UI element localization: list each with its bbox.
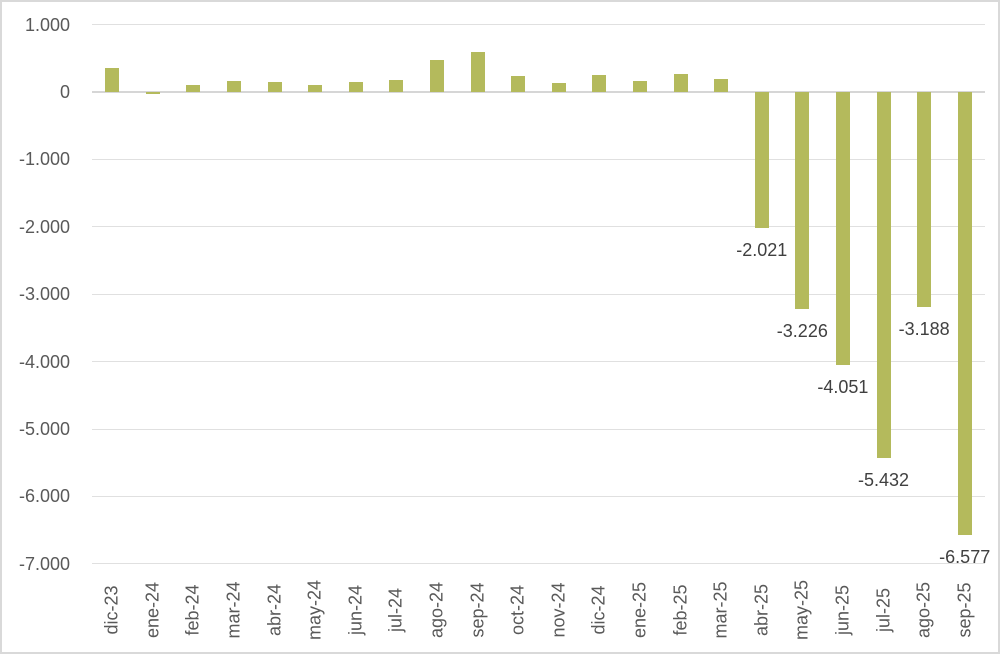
gridline-1.000 [92, 24, 985, 26]
bar-dic-23 [105, 68, 120, 92]
x-axis-zero-line [92, 91, 985, 93]
x-axis-label-oct-24: oct-24 [507, 584, 528, 636]
bar-nov-24 [551, 83, 566, 92]
gridline--7.000 [92, 563, 985, 565]
gridline--1.000 [92, 158, 985, 160]
x-axis-label-feb-24: feb-24 [182, 584, 203, 636]
x-axis-label-jul-25: jul-25 [873, 587, 894, 633]
bar-ene-25 [632, 81, 647, 92]
bar-ene-24 [145, 92, 160, 94]
x-axis-label-dic-24: dic-24 [588, 585, 609, 635]
gridline--5.000 [92, 428, 985, 430]
gridline--6.000 [92, 495, 985, 497]
x-axis-label-jun-25: jun-25 [832, 584, 853, 636]
x-axis-label-ago-25: ago-25 [913, 581, 934, 639]
y-axis-tick-label: -7.000 [18, 553, 70, 574]
bar-mar-24 [227, 80, 242, 92]
y-axis-tick-label: -4.000 [18, 351, 70, 372]
x-axis-label-nov-24: nov-24 [548, 582, 569, 638]
bar-oct-24 [511, 76, 526, 92]
bar-abr-24 [267, 81, 282, 92]
x-axis-label-may-25: may-25 [791, 579, 812, 641]
x-axis-label-ago-24: ago-24 [426, 581, 447, 639]
x-axis-label-may-24: may-24 [304, 579, 325, 641]
y-axis-tick-label: -6.000 [18, 486, 70, 507]
bar-abr-25 [754, 92, 769, 229]
data-label-abr-25: -2.021 [736, 240, 788, 261]
y-axis-tick-label: -5.000 [18, 419, 70, 439]
data-label-sep-25: -6.577 [939, 547, 991, 568]
gridline--3.000 [92, 293, 985, 295]
data-label-may-25: -3.226 [776, 321, 828, 342]
data-label-jul-25: -5.432 [857, 470, 910, 491]
x-axis-label-sep-25: sep-25 [954, 582, 975, 638]
x-axis-label-sep-24: sep-24 [467, 582, 488, 638]
bar-jun-24 [348, 81, 363, 92]
data-label-jun-25: -4.051 [817, 377, 869, 398]
y-axis-tick-label: -1.000 [18, 149, 70, 170]
x-axis-label-jul-24: jul-24 [385, 587, 406, 633]
y-axis-tick-label: -2.000 [18, 216, 70, 237]
bar-ago-24 [430, 60, 445, 92]
bar-feb-25 [673, 74, 688, 92]
bar-sep-24 [470, 51, 485, 92]
x-axis-label-dic-23: dic-23 [101, 585, 122, 635]
bar-dic-24 [592, 75, 607, 92]
bar-sep-25 [957, 92, 972, 536]
x-axis-label-mar-24: mar-24 [223, 581, 244, 639]
y-axis-tick-label: 1.000 [24, 14, 70, 35]
x-axis-label-feb-25: feb-25 [670, 584, 691, 636]
x-axis-label-ene-24: ene-24 [142, 581, 163, 639]
gridline--4.000 [92, 361, 985, 363]
y-axis-tick-label: -3.000 [18, 284, 70, 305]
bar-jul-25 [876, 92, 891, 459]
x-axis-label-mar-25: mar-25 [710, 581, 731, 639]
bar-jul-24 [389, 79, 404, 92]
x-axis-label-jun-24: jun-24 [345, 584, 366, 636]
bar-mar-25 [714, 78, 729, 92]
x-axis-label-abr-25: abr-25 [751, 583, 772, 637]
bar-may-25 [795, 92, 810, 310]
gridline--2.000 [92, 226, 985, 228]
bar-jun-25 [835, 92, 850, 366]
x-axis-label-ene-25: ene-25 [629, 581, 650, 639]
bar-ago-25 [917, 92, 932, 307]
bar-feb-24 [186, 85, 201, 92]
bar-may-24 [308, 84, 323, 92]
data-label-ago-25: -3.188 [898, 318, 950, 339]
y-axis-tick-label: 0 [59, 82, 70, 102]
x-axis-label-abr-24: abr-24 [264, 583, 285, 637]
